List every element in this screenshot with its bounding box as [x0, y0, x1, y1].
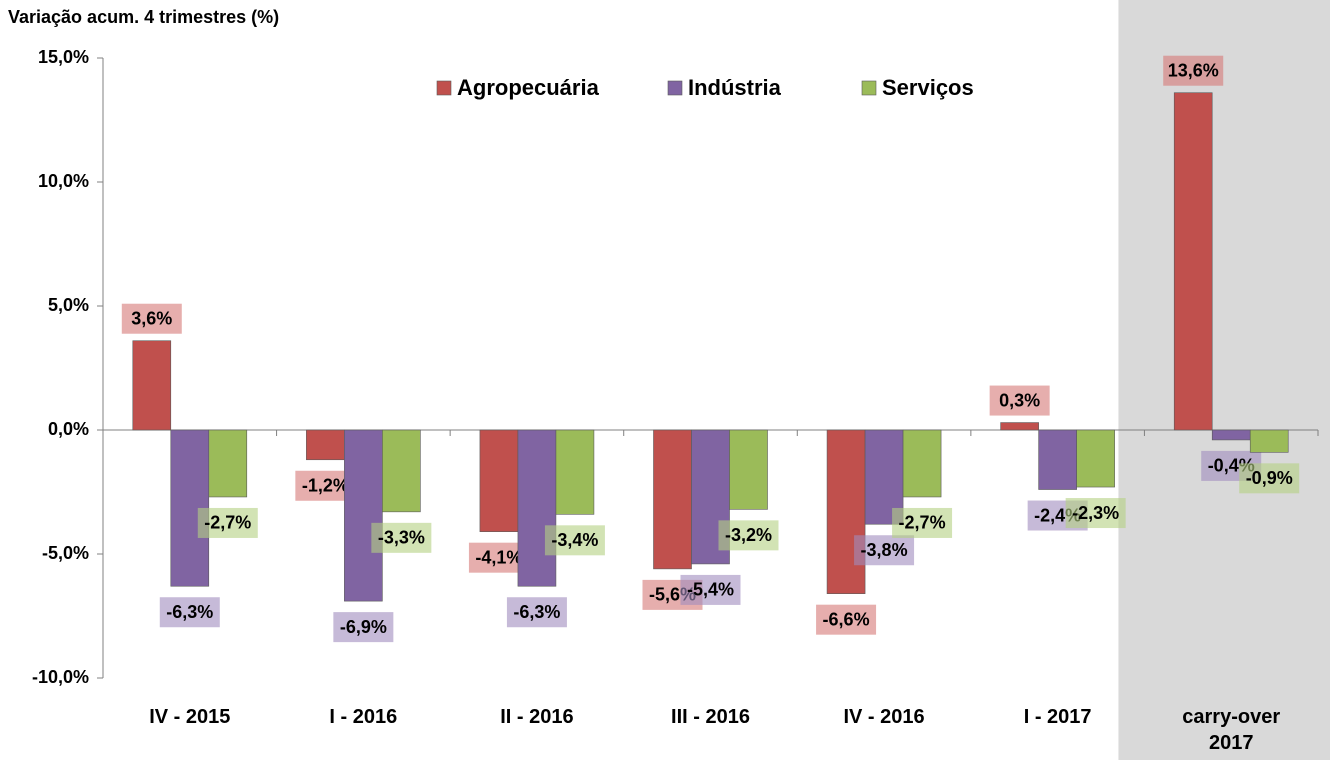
- data-label-text: -4,1%: [475, 547, 522, 567]
- bar: [729, 429, 768, 510]
- data-label: -3,3%: [371, 522, 432, 553]
- x-tick-label: IV - 2015: [149, 706, 231, 728]
- data-label-text: -0,9%: [1246, 468, 1293, 488]
- legend-swatch: [436, 80, 452, 96]
- data-label-bg: [1065, 498, 1126, 529]
- data-label-text: -2,7%: [899, 513, 946, 533]
- data-label: -0,9%: [1239, 463, 1300, 494]
- data-label-text: 0,3%: [999, 390, 1040, 410]
- data-label-text: 3,6%: [131, 308, 172, 328]
- bar: [1000, 422, 1039, 431]
- data-label-text: -2,3%: [1072, 503, 1119, 523]
- bar: [382, 429, 421, 513]
- data-label: 3,6%: [121, 303, 182, 334]
- x-tick-label: I - 2016: [329, 706, 398, 728]
- y-tick-label: 15,0%: [38, 47, 89, 67]
- data-label-bg: [816, 604, 877, 635]
- data-label-bg: [197, 507, 258, 538]
- data-label-text: -6,3%: [166, 602, 213, 622]
- data-label: -6,9%: [333, 612, 394, 643]
- x-tick-label: III - 2016: [671, 706, 750, 728]
- bar: [132, 340, 172, 431]
- data-label-bg: [892, 507, 953, 538]
- data-label-text: -1,2%: [302, 476, 349, 496]
- x-tick-label: IV - 2016: [843, 706, 925, 728]
- bar: [1038, 429, 1077, 490]
- data-label-bg: [989, 385, 1050, 416]
- data-label-text: -6,3%: [513, 602, 560, 622]
- data-label: -6,3%: [506, 597, 567, 628]
- data-label: -3,2%: [718, 520, 779, 551]
- data-label-text: -6,9%: [340, 617, 387, 637]
- highlight-band: [1118, 0, 1330, 760]
- data-label-bg: [371, 522, 432, 553]
- y-tick-label: -5,0%: [42, 543, 89, 563]
- bar: [344, 429, 383, 602]
- data-label-bg: [718, 520, 779, 551]
- data-label-text: -3,8%: [861, 540, 908, 560]
- data-label: -3,4%: [544, 525, 605, 556]
- bar: [555, 429, 595, 515]
- data-label-bg: [1239, 463, 1300, 494]
- data-label-bg: [159, 597, 220, 628]
- data-label-text: -3,2%: [725, 525, 772, 545]
- bar: [306, 429, 345, 461]
- data-label: -2,7%: [892, 507, 953, 538]
- legend-label: Indústria: [688, 75, 782, 100]
- data-label: -6,6%: [816, 604, 877, 635]
- data-label-bg: [1163, 55, 1224, 86]
- data-label: -5,4%: [680, 574, 741, 605]
- y-tick-label: 5,0%: [48, 295, 89, 315]
- data-label-text: -5,4%: [687, 580, 734, 600]
- y-tick-label: 0,0%: [48, 419, 89, 439]
- data-label-text: 13,6%: [1168, 60, 1219, 80]
- data-label-text: -3,3%: [378, 528, 425, 548]
- data-label: -3,8%: [854, 535, 915, 566]
- legend-label: Serviços: [882, 75, 974, 100]
- y-axis-title: Variação acum. 4 trimestres (%): [8, 7, 279, 27]
- data-label-bg: [680, 574, 741, 605]
- legend-swatch: [667, 80, 683, 96]
- data-label-text: -2,7%: [204, 513, 251, 533]
- bar: [1211, 429, 1251, 441]
- legend-label: Agropecuária: [457, 75, 600, 100]
- bar: [826, 429, 866, 594]
- data-label-bg: [506, 597, 567, 628]
- y-tick-label: 10,0%: [38, 171, 89, 191]
- x-tick-label: II - 2016: [500, 706, 574, 728]
- x-tick-label: I - 2017: [1023, 706, 1092, 728]
- bar: [1249, 429, 1289, 453]
- legend-swatch: [861, 80, 877, 96]
- bar: [1173, 92, 1213, 431]
- bar: [517, 429, 557, 587]
- data-label-bg: [121, 303, 182, 334]
- data-label: 0,3%: [989, 385, 1050, 416]
- data-label: 13,6%: [1163, 55, 1224, 86]
- data-label-text: -3,4%: [551, 530, 598, 550]
- bar: [902, 429, 942, 498]
- bar: [1076, 429, 1115, 488]
- data-label-bg: [854, 535, 915, 566]
- data-label-bg: [544, 525, 605, 556]
- data-label-bg: [333, 612, 394, 643]
- data-label: -6,3%: [159, 597, 220, 628]
- bar: [479, 429, 519, 532]
- bar: [208, 429, 248, 498]
- bar: [653, 429, 692, 570]
- y-tick-label: -10,0%: [32, 667, 89, 687]
- data-label: -2,3%: [1065, 498, 1126, 529]
- x-tick-label: carry-over 2017: [1182, 706, 1281, 754]
- data-label-text: -6,6%: [823, 609, 870, 629]
- data-label: -2,7%: [197, 507, 258, 538]
